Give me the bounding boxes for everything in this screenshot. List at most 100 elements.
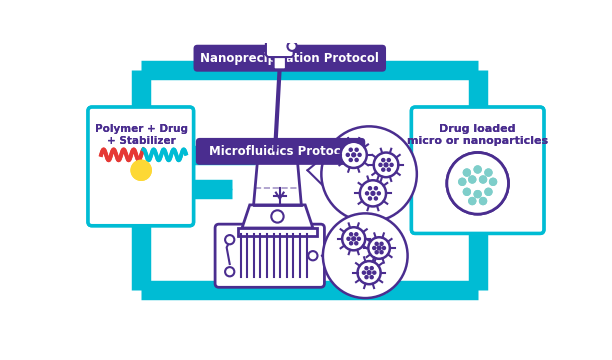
Text: Polymer + Drug
+ Stabilizer: Polymer + Drug + Stabilizer xyxy=(95,124,188,147)
Circle shape xyxy=(282,32,291,42)
Circle shape xyxy=(374,153,398,177)
Circle shape xyxy=(357,261,381,284)
Circle shape xyxy=(382,158,385,162)
Circle shape xyxy=(373,271,376,274)
Circle shape xyxy=(368,237,390,259)
Circle shape xyxy=(384,163,388,167)
Circle shape xyxy=(380,251,383,254)
Circle shape xyxy=(349,158,353,162)
Polygon shape xyxy=(307,131,393,217)
Circle shape xyxy=(341,142,367,168)
Circle shape xyxy=(347,237,350,240)
Polygon shape xyxy=(247,150,255,160)
Circle shape xyxy=(480,198,487,204)
Circle shape xyxy=(131,160,151,180)
Circle shape xyxy=(459,178,466,185)
FancyBboxPatch shape xyxy=(215,224,324,287)
Circle shape xyxy=(358,153,361,156)
Circle shape xyxy=(382,247,386,249)
Circle shape xyxy=(459,178,466,185)
Circle shape xyxy=(225,267,234,276)
Circle shape xyxy=(375,197,378,200)
Text: Nanoprecipitation Protocol: Nanoprecipitation Protocol xyxy=(200,52,379,65)
Polygon shape xyxy=(472,228,483,237)
Circle shape xyxy=(382,168,385,171)
Circle shape xyxy=(469,198,476,204)
Text: Drug loaded
micro or nanoparticles: Drug loaded micro or nanoparticles xyxy=(407,124,548,147)
Circle shape xyxy=(308,251,318,260)
Circle shape xyxy=(321,126,417,222)
Circle shape xyxy=(377,246,381,250)
Circle shape xyxy=(131,160,151,180)
Circle shape xyxy=(387,158,390,162)
Circle shape xyxy=(474,191,481,198)
Circle shape xyxy=(480,176,487,183)
Circle shape xyxy=(346,153,349,156)
Circle shape xyxy=(469,176,476,183)
Circle shape xyxy=(365,276,368,279)
Circle shape xyxy=(463,169,471,176)
Circle shape xyxy=(474,191,481,198)
Circle shape xyxy=(342,227,365,250)
Circle shape xyxy=(463,188,471,195)
Circle shape xyxy=(463,169,471,176)
FancyBboxPatch shape xyxy=(196,138,365,165)
Circle shape xyxy=(375,242,378,246)
Polygon shape xyxy=(472,104,483,112)
Circle shape xyxy=(271,210,283,222)
Circle shape xyxy=(355,233,358,236)
Polygon shape xyxy=(322,217,386,294)
Circle shape xyxy=(469,176,476,183)
Circle shape xyxy=(357,237,360,240)
Circle shape xyxy=(368,197,371,200)
Circle shape xyxy=(480,176,487,183)
Circle shape xyxy=(447,153,509,214)
FancyBboxPatch shape xyxy=(88,107,193,226)
Circle shape xyxy=(368,187,371,190)
Circle shape xyxy=(373,247,376,249)
Text: Polymer + Drug
+ Stabilizer: Polymer + Drug + Stabilizer xyxy=(95,124,188,147)
Circle shape xyxy=(379,163,382,166)
Circle shape xyxy=(485,188,492,195)
Circle shape xyxy=(355,148,358,151)
FancyBboxPatch shape xyxy=(411,107,544,233)
Circle shape xyxy=(269,32,278,42)
Circle shape xyxy=(485,188,492,195)
Circle shape xyxy=(380,242,383,246)
Text: Microfluidics Protocol: Microfluidics Protocol xyxy=(209,145,353,158)
Circle shape xyxy=(275,32,285,42)
Circle shape xyxy=(474,166,481,173)
Circle shape xyxy=(480,198,487,204)
FancyBboxPatch shape xyxy=(266,36,294,57)
Circle shape xyxy=(469,198,476,204)
FancyBboxPatch shape xyxy=(193,45,386,72)
FancyBboxPatch shape xyxy=(411,107,544,233)
Polygon shape xyxy=(242,205,313,228)
FancyBboxPatch shape xyxy=(274,53,286,69)
Circle shape xyxy=(485,169,492,176)
Circle shape xyxy=(352,153,356,157)
Circle shape xyxy=(225,235,234,244)
Text: Drug loaded
micro or nanoparticles: Drug loaded micro or nanoparticles xyxy=(407,124,548,147)
Polygon shape xyxy=(238,228,317,236)
Circle shape xyxy=(362,271,365,274)
Circle shape xyxy=(474,166,481,173)
Circle shape xyxy=(490,178,496,185)
Circle shape xyxy=(370,276,373,279)
Circle shape xyxy=(349,148,353,151)
Circle shape xyxy=(288,42,297,51)
Circle shape xyxy=(365,192,368,195)
Circle shape xyxy=(377,192,381,195)
Circle shape xyxy=(447,153,509,214)
FancyBboxPatch shape xyxy=(88,107,193,226)
Circle shape xyxy=(367,271,371,275)
Circle shape xyxy=(387,168,390,171)
Circle shape xyxy=(375,187,378,190)
Circle shape xyxy=(390,163,393,166)
Circle shape xyxy=(349,233,353,236)
Circle shape xyxy=(463,188,471,195)
Circle shape xyxy=(490,178,496,185)
Circle shape xyxy=(355,242,358,245)
Circle shape xyxy=(370,267,373,270)
Circle shape xyxy=(352,237,356,241)
